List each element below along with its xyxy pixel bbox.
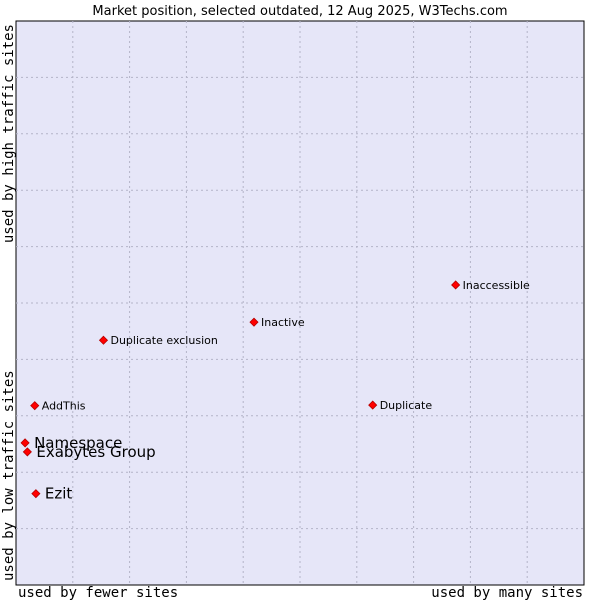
data-point-marker[interactable] <box>368 400 378 410</box>
data-point-label: Inaccessible <box>463 279 530 292</box>
data-point-label: Exabytes Group <box>36 443 155 461</box>
data-point-marker[interactable] <box>22 447 32 457</box>
data-point-marker[interactable] <box>98 335 109 345</box>
data-point-marker[interactable] <box>249 317 259 327</box>
data-point-label: Ezit <box>45 485 73 503</box>
data-point-marker[interactable] <box>30 401 40 411</box>
data-point-label: Namespace <box>34 434 122 452</box>
data-point-marker[interactable] <box>20 438 30 448</box>
data-point-label: Duplicate exclusion <box>110 334 217 347</box>
y-axis-label-top: used by high traffic sites <box>1 24 17 243</box>
data-point-label: Inactive <box>261 316 305 329</box>
data-point-label: Duplicate <box>380 399 433 412</box>
chart-title: Market position, selected outdated, 12 A… <box>92 4 507 19</box>
x-axis-label-right: used by many sites <box>431 585 583 600</box>
data-points: Inaccessible Inactive Duplicate exclusion A… <box>20 279 530 503</box>
data-point-marker[interactable] <box>451 280 461 290</box>
data-point-marker[interactable] <box>31 489 41 499</box>
grid-lines <box>16 21 584 585</box>
x-axis-label-left: used by fewer sites <box>18 585 178 600</box>
data-point-label: AddThis <box>42 400 86 413</box>
y-axis-label-bottom: used by low traffic sites <box>1 370 17 581</box>
